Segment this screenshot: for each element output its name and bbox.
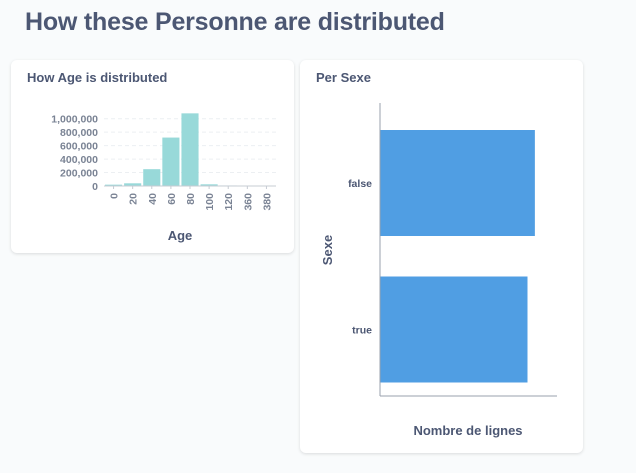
age-bar[interactable] — [162, 137, 180, 186]
age-distribution-card[interactable]: How Age is distributed 1,000,000 800,000 6… — [11, 60, 294, 253]
age-y-tick-label: 400,000 — [60, 154, 98, 166]
age-x-tick-label: 100 — [204, 193, 216, 211]
sexe-x-axis-title: Nombre de lignes — [413, 423, 522, 438]
age-x-axis-title: Age — [168, 228, 193, 243]
sexe-bar-chart: false true Nombre de lignes Sexe — [320, 103, 557, 438]
age-y-tick-label: 600,000 — [60, 141, 98, 153]
age-x-tick-label: 0 — [109, 193, 121, 199]
age-x-tick-label: 380 — [261, 193, 273, 211]
age-bar[interactable] — [124, 183, 142, 186]
age-bar[interactable] — [143, 169, 161, 186]
sexe-card-title[interactable]: Per Sexe — [316, 70, 371, 85]
age-bar[interactable] — [181, 113, 199, 186]
age-x-tick-label: 60 — [166, 193, 178, 205]
age-bar[interactable] — [105, 184, 123, 186]
age-x-tick-label: 20 — [128, 193, 140, 205]
age-y-tick-label: 1,000,000 — [51, 114, 98, 126]
sexe-bar-false[interactable] — [380, 130, 535, 236]
age-x-tick-label: 360 — [242, 193, 254, 211]
age-x-tick-label: 80 — [185, 193, 197, 205]
age-y-tick-label: 800,000 — [60, 127, 98, 139]
age-y-tick-label: 0 — [92, 181, 98, 193]
age-bar[interactable] — [200, 184, 218, 186]
page-title: How these Personne are distributed — [25, 8, 445, 36]
age-x-tick-label: 40 — [147, 193, 159, 205]
sexe-y-tick-label: true — [352, 325, 372, 337]
sexe-bar-true[interactable] — [380, 276, 528, 383]
sexe-y-axis-title: Sexe — [320, 235, 335, 265]
sexe-distribution-card[interactable]: Per Sexe false true Nombre de lignes Sexe — [300, 60, 583, 453]
age-card-title[interactable]: How Age is distributed — [27, 70, 168, 85]
sexe-y-tick-label: false — [348, 178, 372, 190]
age-x-tick-label: 120 — [223, 193, 235, 211]
age-y-tick-label: 200,000 — [60, 168, 98, 180]
